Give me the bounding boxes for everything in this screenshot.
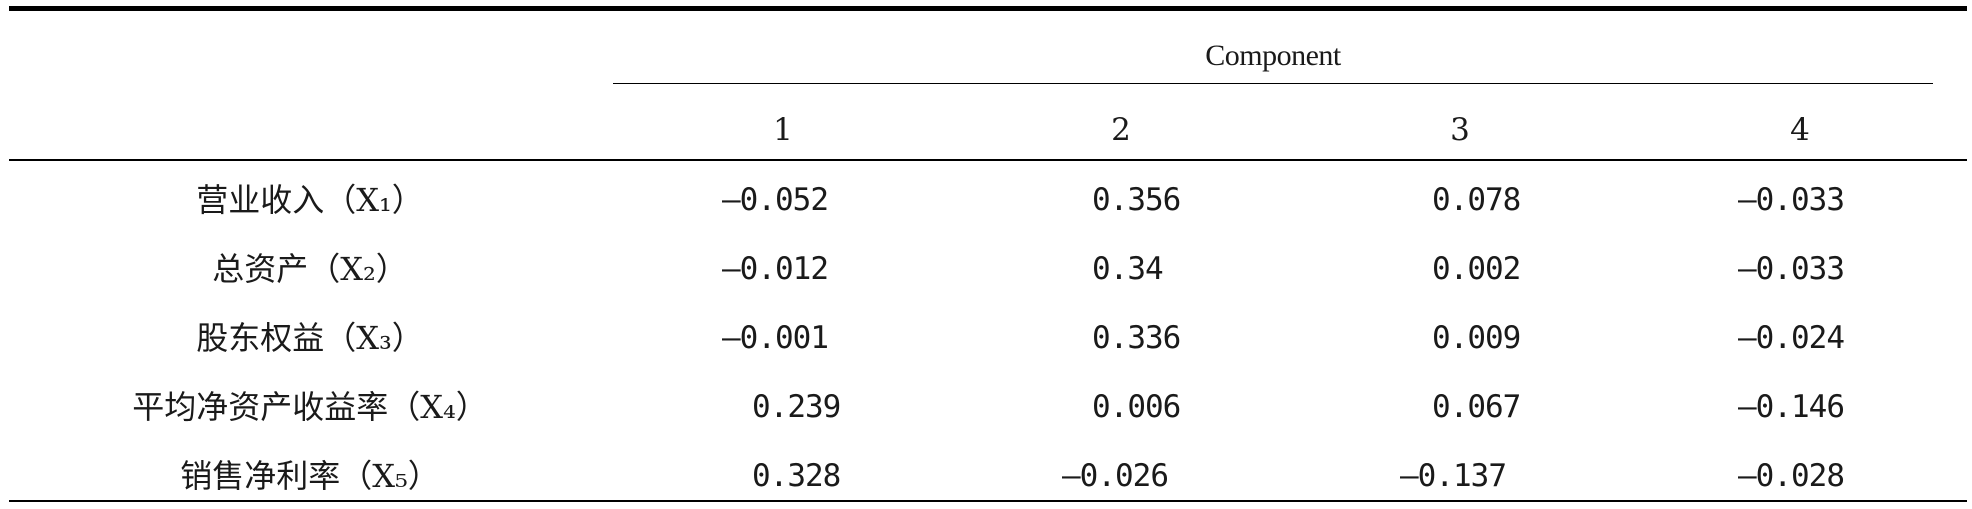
table-cell: 0.34 bbox=[1092, 251, 1164, 287]
table-cell: —0.026 bbox=[1062, 458, 1169, 494]
table-cell: 0.356 bbox=[1092, 182, 1181, 218]
table-top-rule bbox=[9, 6, 1967, 11]
table-cell: 0.009 bbox=[1432, 320, 1521, 356]
table-cell: 0.336 bbox=[1092, 320, 1181, 356]
column-header-1: 1 bbox=[773, 112, 793, 148]
table-cell: 0.328 bbox=[752, 458, 841, 494]
column-header-3: 3 bbox=[1450, 112, 1470, 148]
table-cell: 0.239 bbox=[752, 389, 841, 425]
table-cell: 0.002 bbox=[1432, 251, 1521, 287]
table-cell: —0.033 bbox=[1738, 182, 1845, 218]
table-cell: —0.033 bbox=[1738, 251, 1845, 287]
table-cell: —0.024 bbox=[1738, 320, 1845, 356]
table-cell: —0.052 bbox=[722, 182, 829, 218]
table-bottom-rule bbox=[9, 500, 1967, 502]
table-cell: —0.012 bbox=[722, 251, 829, 287]
table-cell: —0.146 bbox=[1738, 389, 1845, 425]
table-cell: 0.006 bbox=[1092, 389, 1181, 425]
table-cell: —0.028 bbox=[1738, 458, 1845, 494]
table-cell: 0.067 bbox=[1432, 389, 1521, 425]
column-header-4: 4 bbox=[1790, 112, 1810, 148]
column-header-2: 2 bbox=[1111, 112, 1131, 148]
component-header: Component bbox=[1205, 39, 1341, 72]
table-header-rule bbox=[9, 159, 1967, 161]
component-underline bbox=[613, 83, 1933, 84]
table-cell: 0.078 bbox=[1432, 182, 1521, 218]
table-cell: —0.001 bbox=[722, 320, 829, 356]
table-cell: —0.137 bbox=[1400, 458, 1507, 494]
